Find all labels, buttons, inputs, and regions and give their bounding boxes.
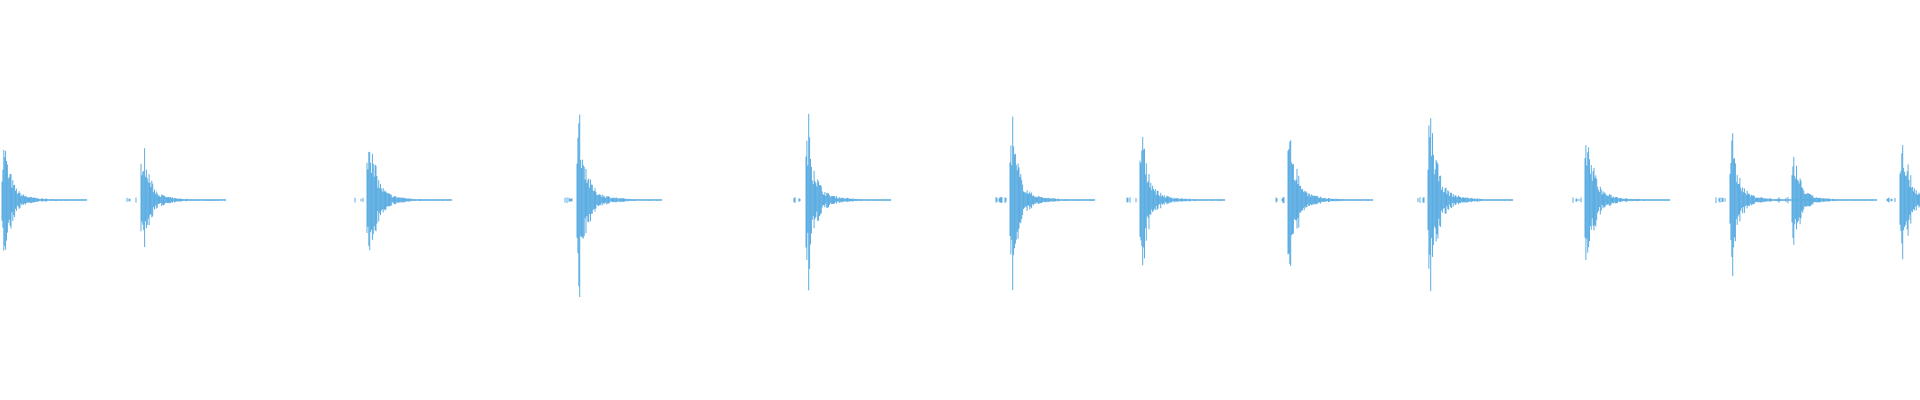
transient <box>126 148 227 247</box>
transient <box>1275 140 1374 267</box>
transient <box>354 151 453 251</box>
transient <box>995 116 1096 291</box>
waveform-transients <box>1 113 1920 298</box>
transient <box>1886 145 1920 260</box>
transient <box>1777 156 1878 245</box>
transient <box>564 114 663 298</box>
transient <box>1 149 88 251</box>
transient <box>1417 118 1514 291</box>
transient <box>793 113 892 291</box>
transient <box>1572 145 1671 261</box>
transient <box>1126 137 1226 266</box>
